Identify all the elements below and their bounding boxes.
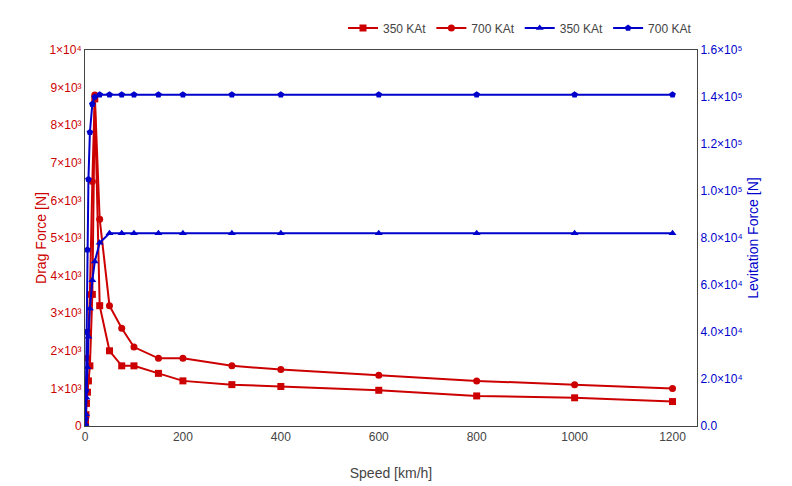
svg-text:350 KAt: 350 KAt xyxy=(560,22,603,36)
svg-text:600: 600 xyxy=(369,430,389,444)
svg-text:1.2×10⁵: 1.2×10⁵ xyxy=(700,137,742,151)
svg-text:3×10³: 3×10³ xyxy=(51,306,82,320)
svg-text:2×10³: 2×10³ xyxy=(51,344,82,358)
svg-text:1.6×10⁵: 1.6×10⁵ xyxy=(700,43,742,57)
svg-text:Levitation Force [N]: Levitation Force [N] xyxy=(745,177,761,298)
svg-text:1.4×10⁵: 1.4×10⁵ xyxy=(700,90,742,104)
svg-text:0.0: 0.0 xyxy=(700,419,717,433)
svg-text:1200: 1200 xyxy=(659,430,686,444)
svg-text:0: 0 xyxy=(82,430,89,444)
svg-text:700 KAt: 700 KAt xyxy=(471,22,514,36)
svg-text:0: 0 xyxy=(75,419,82,433)
svg-text:200: 200 xyxy=(173,430,193,444)
svg-text:7×10³: 7×10³ xyxy=(51,156,82,170)
svg-text:350 KAt: 350 KAt xyxy=(383,22,426,36)
svg-text:2.0×10⁴: 2.0×10⁴ xyxy=(700,372,742,386)
svg-text:800: 800 xyxy=(467,430,487,444)
svg-text:4×10³: 4×10³ xyxy=(51,269,82,283)
svg-text:1.0×10⁵: 1.0×10⁵ xyxy=(700,184,742,198)
svg-text:Speed [km/h]: Speed [km/h] xyxy=(350,465,433,481)
svg-text:4.0×10⁴: 4.0×10⁴ xyxy=(700,325,742,339)
svg-text:700 KAt: 700 KAt xyxy=(648,22,691,36)
svg-text:6×10³: 6×10³ xyxy=(51,194,82,208)
svg-text:Drag Force [N]: Drag Force [N] xyxy=(33,192,49,284)
svg-text:6.0×10⁴: 6.0×10⁴ xyxy=(700,278,742,292)
svg-text:1000: 1000 xyxy=(561,430,588,444)
svg-text:8.0×10⁴: 8.0×10⁴ xyxy=(700,231,742,245)
svg-text:1×10³: 1×10³ xyxy=(51,382,82,396)
svg-text:400: 400 xyxy=(271,430,291,444)
svg-text:5×10³: 5×10³ xyxy=(51,231,82,245)
svg-text:1×10⁴: 1×10⁴ xyxy=(49,43,81,57)
svg-text:8×10³: 8×10³ xyxy=(51,118,82,132)
svg-text:9×10³: 9×10³ xyxy=(51,81,82,95)
